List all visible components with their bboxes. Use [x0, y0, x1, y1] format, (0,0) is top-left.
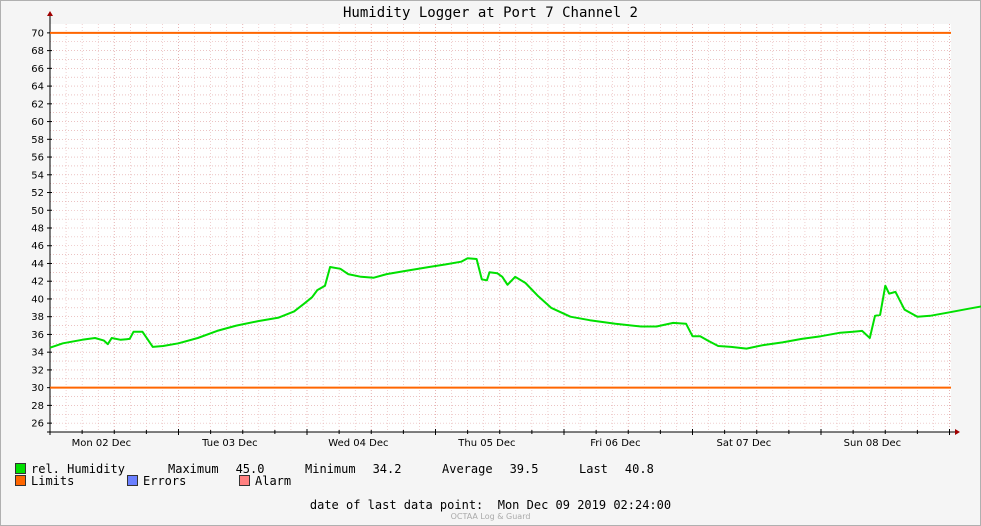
y-tick-label: 58	[31, 135, 44, 146]
y-tick-label: 38	[31, 312, 44, 323]
y-tick-label: 48	[31, 224, 44, 235]
x-tick-label: Tue 03 Dec	[201, 438, 258, 449]
x-tick-label: Thu 05 Dec	[457, 438, 515, 449]
humidity-series-line	[49, 257, 981, 350]
y-tick-label: 28	[31, 401, 44, 412]
minimum-label: Minimum	[305, 462, 356, 476]
last-label: Last	[579, 462, 608, 476]
legend-average: Average 39.5	[442, 462, 538, 476]
watermark: OCTAA Log & Guard	[450, 512, 531, 521]
legend-row-limits: Limits	[15, 474, 74, 488]
x-tick-label: Fri 06 Dec	[590, 438, 640, 449]
y-tick-label: 54	[31, 170, 44, 181]
legend-limits-label: Limits	[31, 474, 75, 488]
y-tick-label: 36	[31, 330, 44, 341]
legend-row-alarm: Alarm	[239, 474, 291, 488]
legend-row-humidity: rel. Humidity	[15, 462, 129, 476]
average-label: Average	[442, 462, 493, 476]
legend-humidity-label: rel. Humidity	[31, 462, 125, 476]
y-tick-label: 44	[31, 259, 44, 270]
x-tick-label: Mon 02 Dec	[72, 438, 132, 449]
y-tick-label: 66	[31, 64, 44, 75]
y-tick-label: 34	[31, 348, 44, 359]
legend-alarm-label: Alarm	[255, 474, 292, 488]
maximum-value: 45.0	[235, 462, 265, 476]
humidity-swatch-icon	[15, 463, 26, 474]
legend-stats: Maximum 45.0	[168, 462, 264, 476]
chart-title: Humidity Logger at Port 7 Channel 2	[342, 5, 638, 21]
y-tick-label: 26	[31, 419, 44, 430]
y-tick-label: 68	[31, 46, 44, 57]
y-tick-label: 64	[31, 82, 44, 93]
y-tick-label: 52	[31, 188, 44, 199]
minimum-value: 34.2	[372, 462, 402, 476]
y-tick-label: 46	[31, 241, 44, 252]
y-tick-label: 30	[31, 383, 44, 394]
x-axis-arrow-icon	[955, 429, 960, 435]
maximum-label: Maximum	[168, 462, 219, 476]
y-tick-label: 56	[31, 153, 44, 164]
legend-errors-label: Errors	[143, 474, 187, 488]
y-tick-label: 70	[31, 28, 44, 39]
y-tick-label: 32	[31, 365, 44, 376]
y-tick-label: 50	[31, 206, 44, 217]
errors-swatch-icon	[127, 475, 138, 486]
y-tick-label: 40	[31, 294, 44, 305]
legend-row-errors: Errors	[127, 474, 186, 488]
y-tick-label: 62	[31, 99, 44, 110]
last-point-label: date of last data point:	[309, 498, 484, 512]
last-point-value: Mon Dec 09 2019 02:24:00	[497, 498, 672, 512]
last-value: 40.8	[624, 462, 654, 476]
limits-swatch-icon	[15, 475, 26, 486]
x-tick-label: Sun 08 Dec	[844, 438, 901, 449]
y-tick-label: 60	[31, 117, 44, 128]
average-value: 39.5	[509, 462, 539, 476]
x-tick-label: Sat 07 Dec	[716, 438, 771, 449]
y-tick-label: 42	[31, 277, 44, 288]
last-data-point: date of last data point: Mon Dec 09 2019…	[0, 498, 981, 512]
x-tick-label: Wed 04 Dec	[328, 438, 388, 449]
legend-last: Last 40.8	[579, 462, 654, 476]
alarm-swatch-icon	[239, 475, 250, 486]
legend-minimum: Minimum 34.2	[305, 462, 401, 476]
y-axis-arrow-icon	[47, 11, 53, 16]
